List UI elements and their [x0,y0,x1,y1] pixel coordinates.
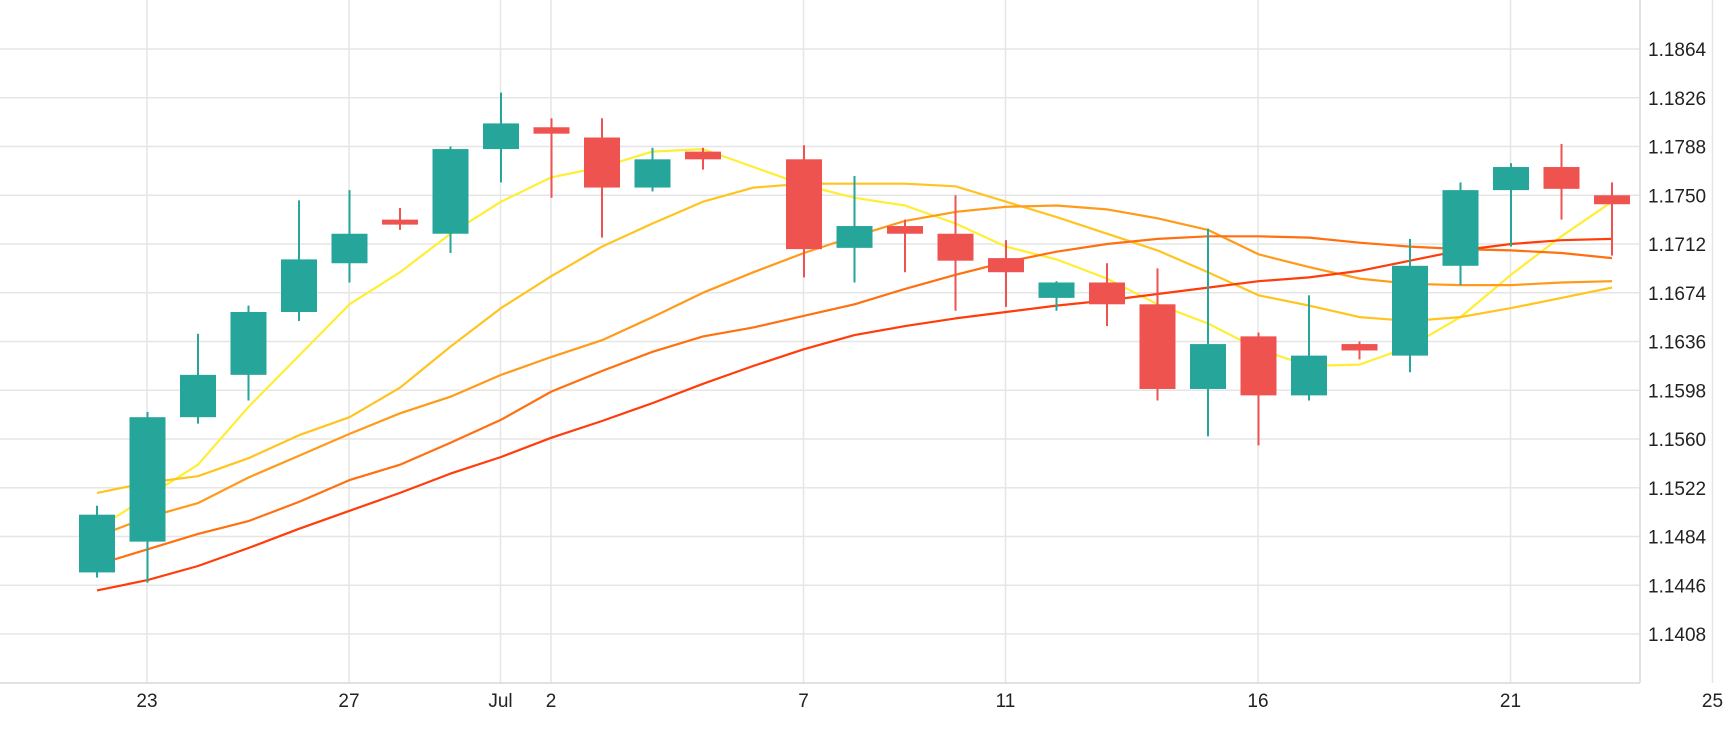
candle [584,118,620,238]
candle-body [836,226,873,248]
candle-body [1240,336,1277,396]
candle-body [1341,344,1378,351]
x-tick-label: 16 [1247,691,1268,712]
y-tick-label: 1.1750 [1648,186,1706,207]
candle-body [988,258,1024,273]
candle [432,146,469,253]
candle-body [432,149,469,234]
candle [937,195,974,311]
x-tick-label: 25 [1702,691,1723,712]
candle [79,505,115,578]
candle-body [1291,355,1327,396]
candle [1493,163,1529,247]
candle [1240,332,1277,446]
candle-body [786,159,822,250]
candle [331,190,368,283]
candle-body [1594,195,1630,205]
candle [1341,341,1378,360]
y-tick-label: 1.1674 [1648,284,1707,305]
candle-body [887,226,923,234]
candle [1291,295,1327,401]
candle-body [1038,282,1075,298]
candle-body [331,233,368,264]
y-tick-label: 1.1446 [1648,576,1706,597]
y-tick-label: 1.1560 [1648,430,1706,451]
x-tick-label: Jul [488,691,512,712]
candle [634,147,671,192]
candle-body [533,127,570,134]
candle-body [129,417,166,542]
candle [281,200,317,321]
candle [1038,281,1075,311]
y-tick-label: 1.1826 [1648,89,1706,110]
candle [1594,182,1630,256]
candles [79,92,1630,583]
candle [836,176,873,283]
x-tick-label: 27 [338,691,359,712]
candle-body [634,159,671,188]
x-tick-label: 21 [1500,691,1521,712]
candle [1139,268,1176,401]
candle-body [937,233,974,261]
candle-body [1442,190,1479,266]
y-tick-label: 1.1788 [1648,138,1706,159]
candle [230,305,267,401]
candle [786,145,822,278]
candle [533,118,570,198]
y-tick-label: 1.1522 [1648,479,1706,500]
candle [129,412,166,583]
x-tick-label: 7 [798,691,809,712]
candle [180,333,216,424]
candle-body [281,259,317,312]
candle [887,219,923,273]
candle [1442,182,1479,286]
candle [483,92,519,183]
moving-average-line [96,237,1613,592]
candle [382,208,418,230]
y-tick-label: 1.1864 [1648,40,1707,61]
candle-body [230,311,267,375]
candle [1543,143,1580,220]
candle [1392,238,1428,373]
candle-body [483,123,519,150]
candle-body [382,219,418,225]
candle-body [685,151,721,160]
candle-body [1392,265,1428,356]
candle-body [1089,282,1125,305]
candle-body [1493,167,1529,191]
moving-average-line [96,235,1613,566]
x-tick-label: 23 [136,691,157,712]
candle-body [1139,304,1176,389]
x-tick-label: 11 [996,691,1016,712]
candle [988,240,1024,307]
y-tick-label: 1.1408 [1648,625,1706,646]
candle-body [1543,167,1580,189]
candle [1089,263,1125,327]
candle [1190,228,1226,437]
y-tick-label: 1.1712 [1648,235,1706,256]
candle [685,147,721,170]
y-tick-label: 1.1598 [1648,381,1706,402]
y-axis: 1.1864 1.1826 1.1788 1.1750 1.1712 1.1674 1.16… [1648,40,1707,646]
candle-body [1190,344,1226,389]
candle-body [584,137,620,188]
y-tick-label: 1.1636 [1648,333,1706,354]
x-tick-label: 2 [546,691,557,712]
candle-body [180,374,216,418]
y-tick-label: 1.1484 [1648,528,1707,549]
candle-body [79,514,115,573]
x-axis: 23 27 Jul 2 7 11 16 21 25 [136,691,1723,712]
